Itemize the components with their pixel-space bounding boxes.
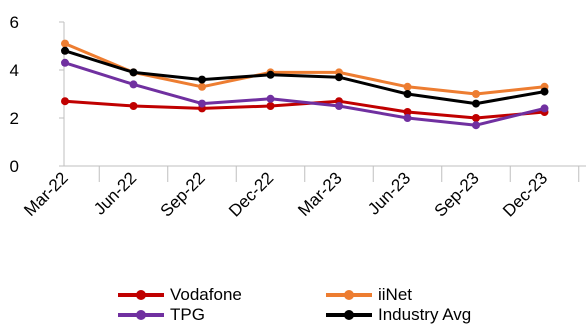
data-point <box>472 99 480 108</box>
y-tick-label: 6 <box>10 13 19 32</box>
x-tick-label: Dec-23 <box>499 168 551 220</box>
legend-dot <box>136 310 146 320</box>
data-point <box>198 82 206 91</box>
data-point <box>472 114 480 122</box>
legend-label-tpg: TPG <box>170 305 205 324</box>
data-point <box>266 70 275 79</box>
y-tick-label: 0 <box>10 157 19 176</box>
data-point <box>61 58 69 67</box>
x-tick-label: Mar-23 <box>294 168 346 220</box>
legend-swatch-tpg <box>118 305 164 325</box>
data-point <box>129 102 138 110</box>
x-tick-label: Jun-22 <box>90 168 140 218</box>
x-tick-label: Sep-22 <box>157 168 209 220</box>
data-point <box>61 39 69 48</box>
legend-label-iinet: iiNet <box>378 285 413 304</box>
series-line-2 <box>64 61 545 127</box>
legend-label-vodafone: Vodafone <box>170 285 242 304</box>
legend-label-industry-avg: Industry Avg <box>378 305 472 324</box>
data-point <box>266 94 275 103</box>
data-point <box>266 102 275 110</box>
legend-swatch-vodafone <box>118 285 164 305</box>
x-tick-label: Jun-23 <box>364 168 414 218</box>
data-point <box>61 46 69 55</box>
y-tick-label: 4 <box>10 61 19 80</box>
legend-item-tpg: TPG <box>118 305 205 325</box>
data-point <box>198 99 206 108</box>
legend-swatch-industry-avg <box>326 305 372 325</box>
legend-item-iinet: iiNet <box>326 285 412 305</box>
data-point <box>403 114 412 122</box>
legend-dot <box>344 290 354 300</box>
data-point <box>472 121 480 130</box>
legend-dot <box>344 310 354 320</box>
series-line-3 <box>64 49 545 106</box>
data-point <box>540 104 549 113</box>
data-point <box>335 102 343 110</box>
data-point <box>403 108 412 116</box>
legend: Vodafone iiNet TPG Industry Avg <box>118 285 558 331</box>
data-point <box>61 97 69 106</box>
series-layer <box>61 39 549 130</box>
data-point <box>403 90 412 98</box>
legend-swatch-iinet <box>326 285 372 305</box>
x-tick-label: Sep-23 <box>431 168 483 220</box>
legend-item-industry-avg: Industry Avg <box>326 305 471 325</box>
data-point <box>129 80 138 89</box>
data-point <box>540 87 549 96</box>
data-point <box>198 75 206 84</box>
data-point <box>335 73 343 82</box>
legend-item-vodafone: Vodafone <box>118 285 242 305</box>
y-tick-label: 2 <box>10 109 19 128</box>
data-point <box>403 82 412 91</box>
data-point <box>472 90 480 98</box>
legend-dot <box>136 290 146 300</box>
x-tick-label: Dec-22 <box>225 168 277 220</box>
data-point <box>129 68 138 77</box>
x-tick-label: Mar-22 <box>20 168 72 220</box>
